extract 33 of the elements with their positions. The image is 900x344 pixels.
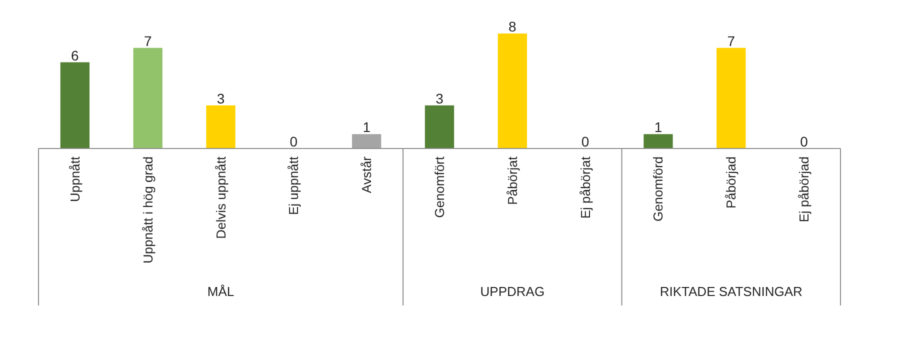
x-tick-label: Uppnått i hög grad xyxy=(140,156,156,264)
data-label: 0 xyxy=(800,134,808,150)
data-label: 7 xyxy=(144,32,152,49)
data-label: 1 xyxy=(362,119,371,136)
x-tick-label: Påbörjad xyxy=(724,156,739,209)
bar xyxy=(60,62,90,148)
data-label: 0 xyxy=(581,134,590,150)
x-tick-label: Uppnått xyxy=(67,156,82,202)
x-tick-label: Genomfört xyxy=(432,156,447,218)
x-tick-label: Delvis uppnått xyxy=(213,156,228,239)
bar xyxy=(424,105,454,148)
data-label: 0 xyxy=(290,134,298,150)
data-label: 3 xyxy=(216,90,225,106)
x-tick-label: Ej uppnått xyxy=(286,156,302,216)
x-tick-label: Påbörjat xyxy=(504,156,520,205)
bar xyxy=(352,134,382,148)
bar xyxy=(206,105,236,148)
bar xyxy=(716,48,746,148)
x-tick-label: Genomförd xyxy=(650,156,666,222)
text: UPPDRAG xyxy=(480,284,545,299)
bar xyxy=(644,134,673,148)
text: RIKTADE SATSNINGAR xyxy=(660,284,802,299)
data-label: 6 xyxy=(71,47,80,64)
data-label: 8 xyxy=(508,18,517,34)
text: MÅL xyxy=(207,284,234,299)
x-tick-label: Avstår xyxy=(359,156,374,194)
x-tick-label: Ej påbörjat xyxy=(578,156,593,219)
data-label: 7 xyxy=(727,32,736,49)
bar xyxy=(133,48,162,148)
data-label: 1 xyxy=(654,119,662,136)
bar xyxy=(498,34,527,148)
x-tick-label: Ej påbörjad xyxy=(796,156,812,222)
data-label: 3 xyxy=(436,90,444,106)
